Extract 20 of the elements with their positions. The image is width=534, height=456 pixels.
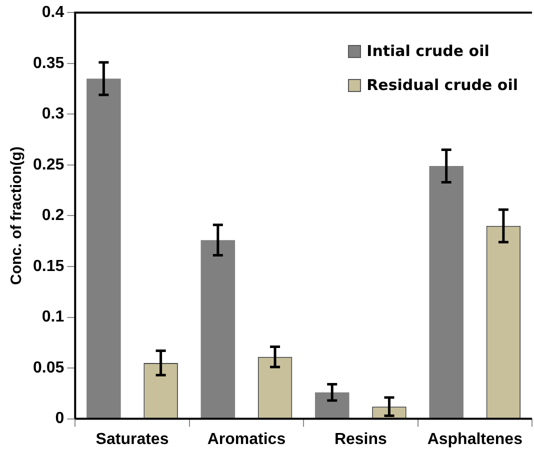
y-tick-label: 0.2 [42, 207, 64, 224]
y-tick-label: 0.4 [42, 4, 64, 22]
x-tick-label: Asphaltenes [427, 430, 523, 448]
bar [429, 166, 464, 418]
x-tick-label: Resins [334, 430, 388, 448]
x-tick-label: Saturates [96, 430, 169, 448]
y-tick-label: 0.05 [33, 359, 64, 376]
legend-label: Residual crude oil [366, 76, 518, 94]
y-tick-label: 0.25 [33, 156, 64, 174]
bar [314, 392, 350, 418]
bar [86, 78, 121, 418]
y-tick-label: 0.1 [42, 308, 64, 326]
y-tick-label: 0.3 [42, 106, 64, 123]
x-tick-label: Aromatics [207, 430, 286, 448]
bar [200, 240, 236, 418]
y-tick-label: 0.35 [33, 54, 64, 72]
y-tick-label: 0.15 [33, 258, 64, 275]
legend-label: Intial crude oil [366, 42, 490, 60]
y-tick-label: 0 [55, 410, 64, 428]
y-axis-title: Conc. of fraction(g) [8, 146, 26, 285]
